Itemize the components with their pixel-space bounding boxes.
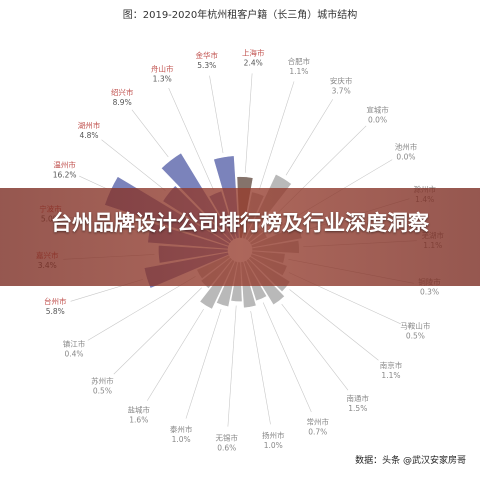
- leader-line-温州市: [79, 175, 107, 189]
- label-value-温州市: 16.2%: [53, 170, 77, 179]
- label-value-绍兴市: 8.9%: [113, 98, 132, 107]
- leader-line-上海市: [244, 73, 253, 173]
- label-value-扬州市: 1.0%: [264, 441, 283, 450]
- leader-line-泰州市: [185, 308, 222, 419]
- leader-line-镇江市: [87, 276, 196, 341]
- label-city-温州市: 温州市: [53, 159, 76, 169]
- label-city-无锡市: 无锡市: [216, 433, 239, 443]
- leader-line-绍兴市: [131, 109, 169, 158]
- label-city-南通市: 南通市: [347, 393, 370, 403]
- label-value-铜陵市: 0.3%: [420, 287, 439, 296]
- label-value-南京市: 1.1%: [381, 371, 400, 380]
- label-city-台州市: 台州市: [44, 296, 67, 306]
- leader-line-舟山市: [168, 87, 214, 190]
- label-value-舟山市: 1.3%: [153, 74, 172, 83]
- label-value-宣城市: 0.0%: [368, 116, 387, 125]
- title-banner: [0, 188, 480, 286]
- label-city-绍兴市: 绍兴市: [111, 87, 134, 97]
- label-city-金华市: 金华市: [195, 50, 218, 60]
- label-city-扬州市: 扬州市: [262, 430, 285, 440]
- leader-line-南京市: [289, 289, 379, 361]
- label-value-无锡市: 0.6%: [217, 444, 236, 453]
- label-value-盐城市: 1.6%: [129, 415, 148, 424]
- label-value-合肥市: 1.1%: [289, 67, 308, 76]
- leader-line-扬州市: [250, 311, 271, 425]
- label-city-盐城市: 盐城市: [128, 404, 151, 414]
- leader-line-无锡市: [227, 305, 237, 427]
- label-value-安庆市: 3.7%: [332, 87, 351, 96]
- label-city-南京市: 南京市: [380, 360, 403, 370]
- leader-line-苏州市: [113, 287, 202, 375]
- label-value-泰州市: 1.0%: [172, 435, 191, 444]
- label-value-湖州市: 4.8%: [80, 131, 99, 140]
- label-value-马鞍山市: 0.5%: [406, 332, 425, 341]
- leader-line-盐城市: [146, 308, 204, 401]
- source-watermark: 数据：头条 @武汉安家房哥: [351, 451, 470, 468]
- leader-line-常州市: [262, 302, 312, 413]
- label-city-合肥市: 合肥市: [288, 56, 311, 66]
- label-city-常州市: 常州市: [307, 417, 330, 427]
- label-city-镇江市: 镇江市: [63, 339, 86, 349]
- leader-line-南通市: [281, 303, 349, 391]
- label-value-苏州市: 0.5%: [93, 386, 112, 395]
- label-city-湖州市: 湖州市: [78, 120, 101, 130]
- label-city-泰州市: 泰州市: [170, 424, 193, 434]
- label-value-台州市: 5.8%: [46, 307, 65, 316]
- label-city-上海市: 上海市: [242, 47, 265, 57]
- label-value-常州市: 0.7%: [308, 428, 327, 437]
- leader-line-金华市: [209, 75, 224, 154]
- chart-title: 图：2019-2020年杭州租客户籍（长三角）城市结构: [122, 10, 358, 21]
- label-city-宣城市: 宣城市: [366, 105, 389, 115]
- label-value-镇江市: 0.4%: [65, 350, 84, 359]
- banner-title: 台州品牌设计公司排行榜及行业深度洞察: [51, 211, 429, 235]
- leader-line-湖州市: [101, 139, 166, 191]
- leader-line-合肥市: [259, 81, 295, 190]
- label-city-舟山市: 舟山市: [151, 63, 174, 73]
- label-value-上海市: 2.4%: [244, 58, 263, 67]
- label-city-安庆市: 安庆市: [330, 76, 353, 86]
- label-value-池州市: 0.0%: [396, 152, 415, 161]
- leader-line-安庆市: [285, 99, 334, 176]
- label-value-南通市: 1.5%: [348, 404, 367, 413]
- label-city-马鞍山市: 马鞍山市: [400, 321, 430, 331]
- label-value-金华市: 5.3%: [197, 61, 216, 70]
- label-city-苏州市: 苏州市: [91, 375, 114, 385]
- label-city-池州市: 池州市: [395, 141, 418, 151]
